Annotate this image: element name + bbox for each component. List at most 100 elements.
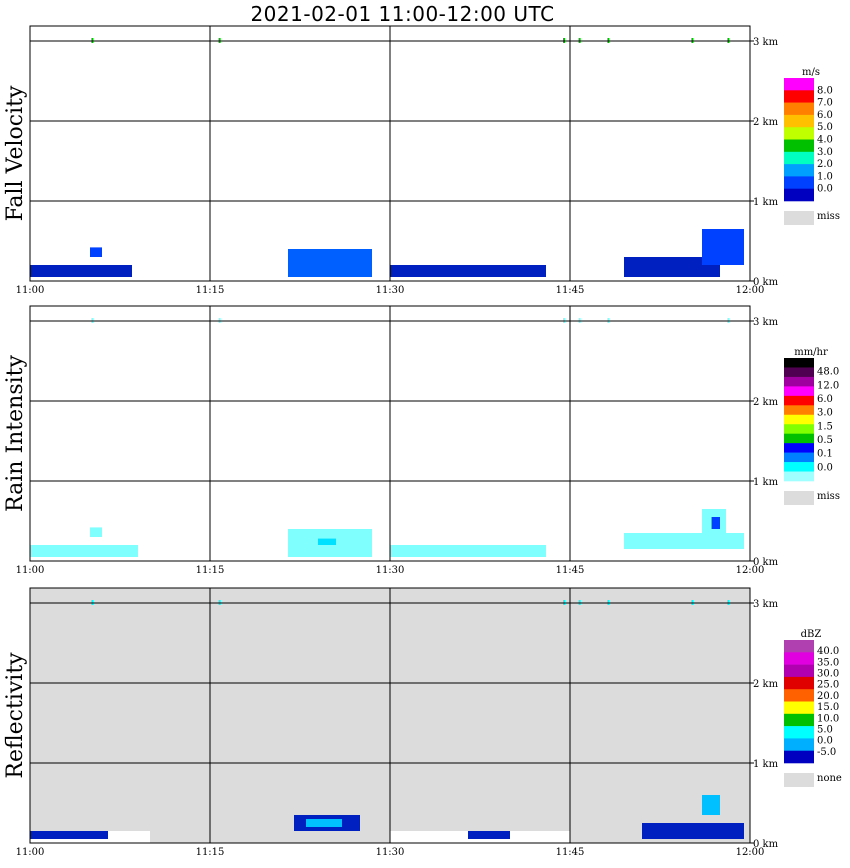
panel-2-legend-swatch bbox=[784, 386, 814, 397]
panel-1-ylabel: Fall Velocity bbox=[3, 85, 28, 221]
panel-1-legend-swatch bbox=[784, 90, 814, 103]
panel-3-ylabel: Reflectivity bbox=[3, 652, 28, 779]
panel-3-xtick-label: 12:00 bbox=[736, 847, 765, 858]
panel-2-legend-label: 1.5 bbox=[817, 421, 833, 432]
panel-1-legend-swatch bbox=[784, 114, 814, 128]
panel-2-xtick-label: 11:45 bbox=[556, 565, 585, 576]
panel-2-echo-region bbox=[390, 545, 546, 557]
panel-2-legend-label: 0.5 bbox=[817, 435, 833, 446]
panel-3-echo-region bbox=[306, 819, 342, 827]
panel-1-xtick-label: 11:30 bbox=[376, 285, 405, 296]
panel-3-legend-swatch bbox=[784, 701, 814, 715]
panel-1-xtick-label: 11:15 bbox=[196, 285, 225, 296]
panel-3-legend-label: 40.0 bbox=[817, 646, 839, 657]
panel-3-legend-swatch bbox=[784, 676, 814, 690]
panel-3-frame bbox=[29, 587, 751, 844]
panel-2-xtick-label: 11:30 bbox=[376, 565, 405, 576]
panel-3-legend-miss-label: none bbox=[817, 773, 842, 784]
panel-3-legend-label: -5.0 bbox=[817, 747, 836, 758]
panel-3-xtick-label: 11:45 bbox=[556, 847, 585, 858]
panel-1-ytick-label: 0 km bbox=[753, 277, 779, 288]
panel-1-frame bbox=[29, 25, 751, 282]
chart-title: 2021-02-01 11:00-12:00 UTC bbox=[250, 2, 555, 26]
panel-2-echo-region bbox=[30, 545, 138, 557]
panel-2-legend-swatch bbox=[784, 367, 814, 378]
panel-1-ytick-label: 2 km bbox=[753, 117, 779, 128]
panel-3-echo-region bbox=[468, 831, 510, 839]
panel-1-xtick-label: 11:45 bbox=[556, 285, 585, 296]
panel-1-legend-label: 3.0 bbox=[817, 147, 833, 158]
panel-1-echo-region bbox=[390, 265, 546, 277]
panel-2-legend-swatch bbox=[784, 405, 814, 416]
panel-3-legend-swatch bbox=[784, 689, 814, 702]
panel-1-legend-label: 0.0 bbox=[817, 184, 833, 195]
panel-2-ylabel: Rain Intensity bbox=[3, 354, 28, 511]
panel-1-legend-swatch bbox=[784, 151, 814, 165]
panel-2-legend-swatch bbox=[784, 452, 814, 463]
panel-2-legend-miss-swatch bbox=[784, 491, 814, 505]
panel-1-ytick-label: 3 km bbox=[753, 37, 779, 48]
panel-3-echo-region bbox=[642, 823, 744, 839]
panel-1-legend-swatch bbox=[784, 127, 814, 140]
panel-1-echo-region bbox=[90, 247, 102, 257]
panel-2-legend-label: 3.0 bbox=[817, 408, 833, 419]
panel-2-ytick-label: 0 km bbox=[753, 557, 779, 568]
panel-3-legend-swatch bbox=[784, 738, 814, 751]
panel-2-legend-swatch bbox=[784, 433, 814, 444]
panel-2-legend-swatch bbox=[784, 443, 814, 453]
panel-1-legend-label: 7.0 bbox=[817, 98, 833, 109]
panel-1-legend-label: 5.0 bbox=[817, 122, 833, 133]
panel-2-ytick-label: 2 km bbox=[753, 397, 779, 408]
panel-3-legend-swatch bbox=[784, 726, 814, 739]
panel-3-legend-label: 15.0 bbox=[817, 702, 839, 713]
panel-2-legend-swatch bbox=[784, 395, 814, 406]
panel-1-legend-label: 4.0 bbox=[817, 135, 833, 146]
panel-3-xtick-label: 11:00 bbox=[16, 847, 45, 858]
panel-3-legend-miss-swatch bbox=[784, 773, 814, 787]
panel-3-legend-label: 0.0 bbox=[817, 736, 833, 747]
panel-3-legend-swatch bbox=[784, 713, 814, 727]
panel-1-legend-unit: m/s bbox=[802, 67, 820, 78]
panel-3-ytick-label: 0 km bbox=[753, 839, 779, 850]
panel-2-xtick-label: 11:15 bbox=[196, 565, 225, 576]
panel-3-xtick-label: 11:30 bbox=[376, 847, 405, 858]
panel-2-legend-swatch bbox=[784, 424, 814, 434]
panel-2-legend-swatch bbox=[784, 414, 814, 425]
panel-2-legend-miss-label: miss bbox=[817, 491, 840, 502]
panel-2-legend-label: 6.0 bbox=[817, 394, 833, 405]
panel-2-ytick-label: 3 km bbox=[753, 317, 779, 328]
panel-2-legend-label: 48.0 bbox=[817, 367, 839, 378]
panel-1-legend-miss-swatch bbox=[784, 211, 814, 225]
panel-2-legend-swatch bbox=[784, 471, 814, 482]
panel-3-legend-label: 35.0 bbox=[817, 657, 839, 668]
panel-2-legend-swatch bbox=[784, 462, 814, 472]
panel-2-ytick-label: 1 km bbox=[753, 477, 779, 488]
panel-3-echo-region bbox=[30, 831, 108, 839]
panel-2-echo-region bbox=[90, 527, 102, 537]
panel-3-echo-region bbox=[702, 795, 720, 815]
panel-2-legend-unit: mm/hr bbox=[794, 347, 828, 358]
panel-3-legend-swatch bbox=[784, 652, 814, 665]
panel-1-legend-swatch bbox=[784, 102, 814, 116]
panel-3-legend-swatch bbox=[784, 640, 814, 653]
panel-2-legend-label: 0.0 bbox=[817, 462, 833, 473]
panel-3-xtick-label: 11:15 bbox=[196, 847, 225, 858]
panel-2-echo-region bbox=[318, 538, 336, 545]
panel-3-legend-unit: dBZ bbox=[801, 629, 822, 640]
panel-1-echo-region bbox=[30, 265, 132, 277]
panel-2-frame bbox=[29, 305, 751, 562]
panel-1-legend-miss-label: miss bbox=[817, 211, 840, 222]
panel-2-echo-region bbox=[711, 517, 720, 529]
panel-1-legend-label: 1.0 bbox=[817, 171, 833, 182]
panel-2-echo-region bbox=[624, 533, 744, 549]
panel-1-echo-region bbox=[288, 249, 372, 277]
panel-2-legend-label: 12.0 bbox=[817, 380, 839, 391]
panel-1-legend-swatch bbox=[784, 78, 814, 91]
panel-1-ytick-label: 1 km bbox=[753, 197, 779, 208]
panel-3-legend-swatch bbox=[784, 750, 814, 764]
panel-2-legend-label: 0.1 bbox=[817, 449, 833, 460]
panel-3-legend-label: 5.0 bbox=[817, 724, 833, 735]
panel-3-ytick-label: 2 km bbox=[753, 679, 779, 690]
panel-1-legend-label: 6.0 bbox=[817, 110, 833, 121]
panel-2-legend-swatch bbox=[784, 358, 814, 368]
